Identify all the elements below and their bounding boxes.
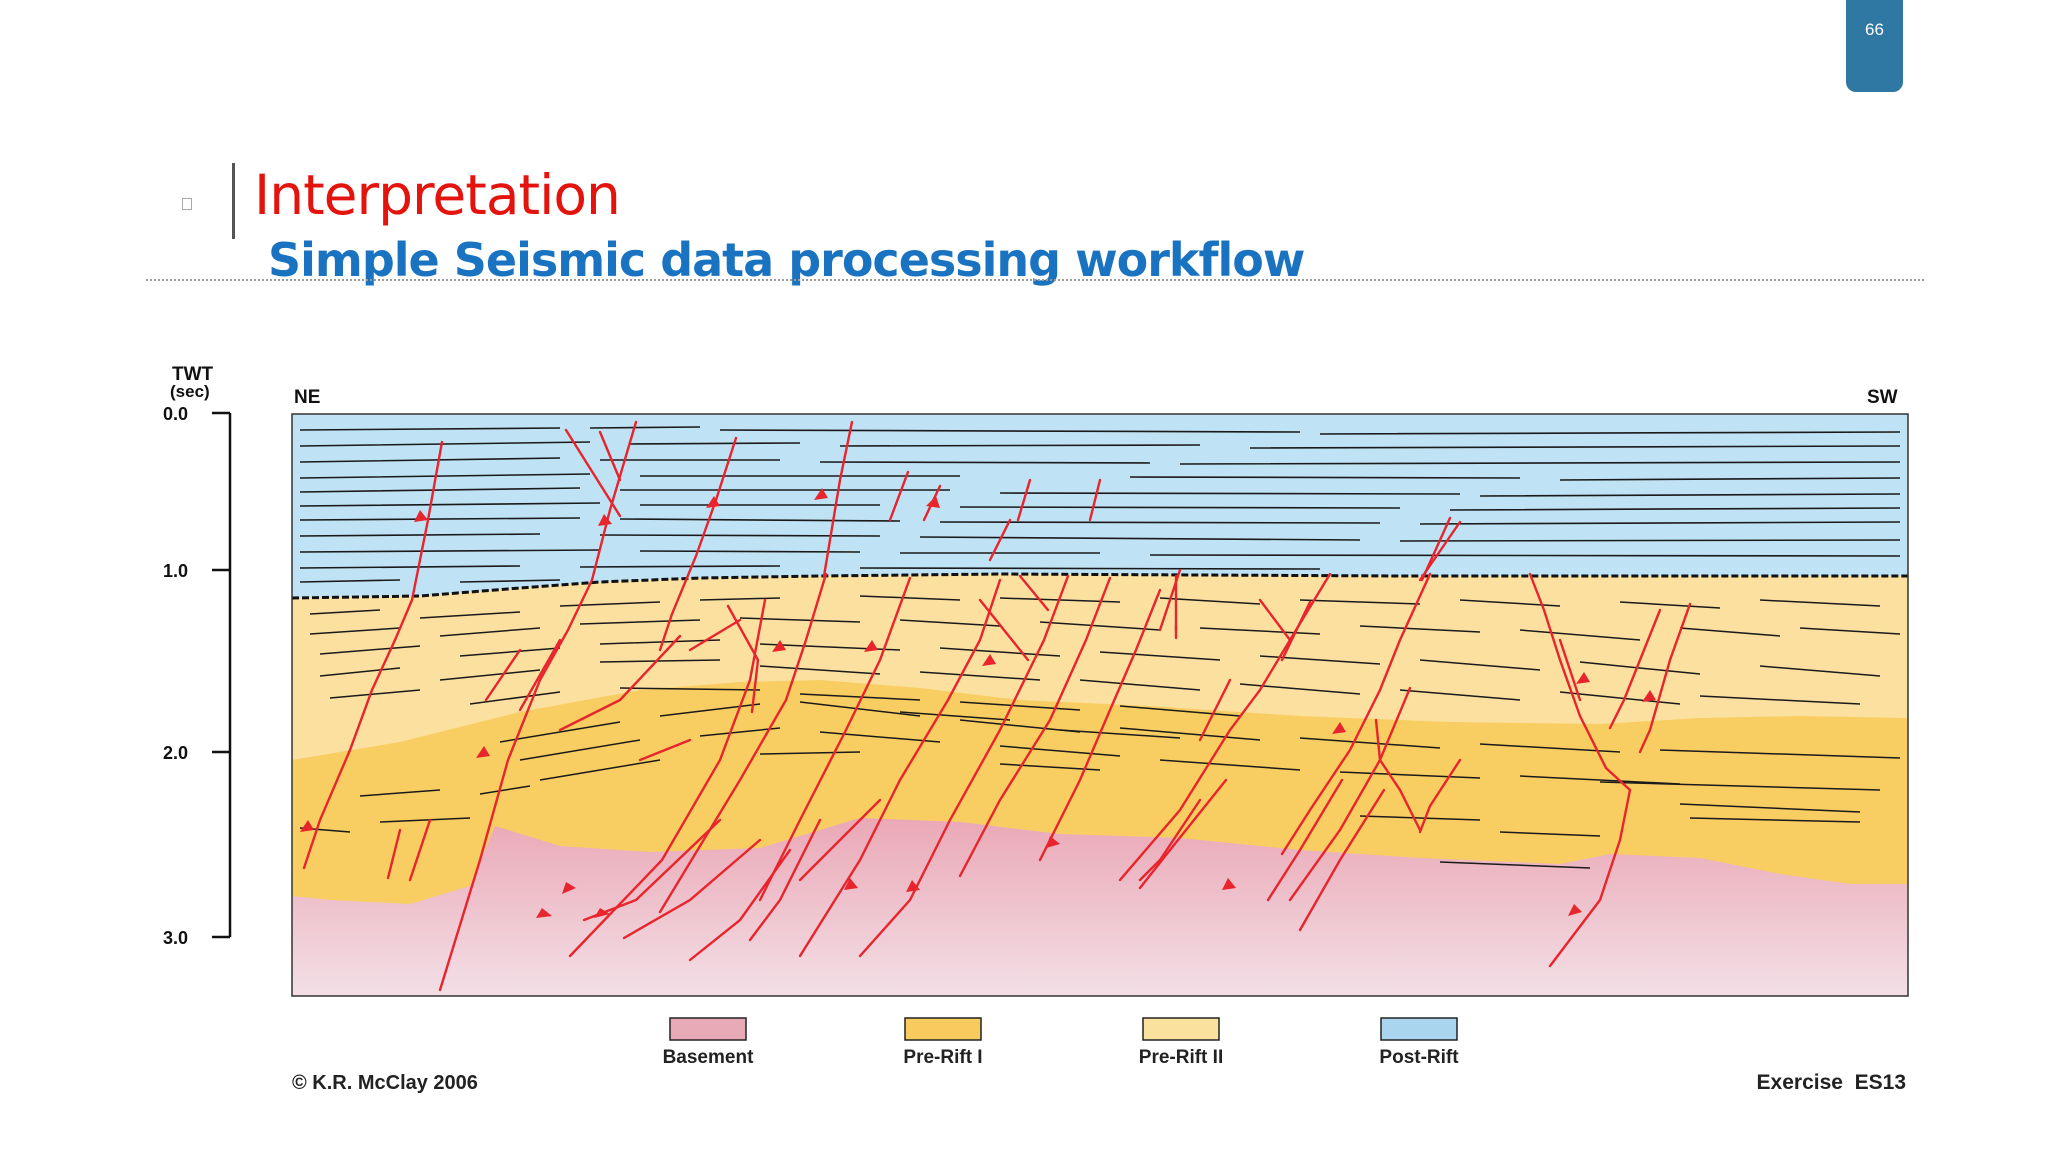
tick-label: 3.0 <box>163 928 188 948</box>
slide-subtitle: Simple Seismic data processing workflow <box>268 233 1305 287</box>
axis-label-sec: (sec) <box>170 382 210 401</box>
legend-label-basement: Basement <box>663 1047 754 1068</box>
page-number-tab: 66 <box>1846 0 1903 92</box>
cross-section <box>292 414 1908 996</box>
title-underline <box>146 279 1924 281</box>
legend-label-pre-rift-ii: Pre-Rift II <box>1139 1047 1223 1068</box>
post-rift-horizons <box>299 426 1901 583</box>
title-divider <box>232 163 235 239</box>
copyright-note: © K.R. McClay 2006 <box>292 1072 478 1094</box>
page-number: 66 <box>1865 20 1884 39</box>
legend-swatch-post-rift <box>1380 1017 1458 1041</box>
direction-label-ne: NE <box>294 387 320 408</box>
legend-label-pre-rift-i: Pre-Rift I <box>903 1047 982 1068</box>
legend-swatch-pre-rift-ii <box>1142 1017 1220 1041</box>
direction-label-sw: SW <box>1867 387 1898 408</box>
legend-label-post-rift: Post-Rift <box>1379 1047 1459 1068</box>
axis-label-twt: TWT <box>172 364 214 385</box>
fault-slip-arrows <box>300 488 1656 918</box>
slide-title: Interpretation <box>254 163 621 227</box>
legend: Basement Pre-Rift I Pre-Rift II Post-Rif… <box>663 1017 1459 1068</box>
pre-rift-i-horizons <box>299 701 1901 869</box>
tick-label: 1.0 <box>163 561 188 581</box>
exercise-label: Exercise ES13 <box>1757 1071 1906 1094</box>
twt-axis: TWT (sec) 0.0 1.0 2.0 3.0 <box>163 364 232 948</box>
unconformity-horizon <box>292 572 1908 600</box>
basement-layer <box>292 818 1908 996</box>
legend-swatch-basement <box>669 1017 747 1041</box>
bullet-icon <box>182 198 192 210</box>
fault-lines <box>302 420 1692 992</box>
tick-label: 2.0 <box>163 743 188 763</box>
section-frame <box>291 413 1909 997</box>
tick-label: 0.0 <box>163 404 188 424</box>
legend-swatch-pre-rift-i <box>904 1017 982 1041</box>
